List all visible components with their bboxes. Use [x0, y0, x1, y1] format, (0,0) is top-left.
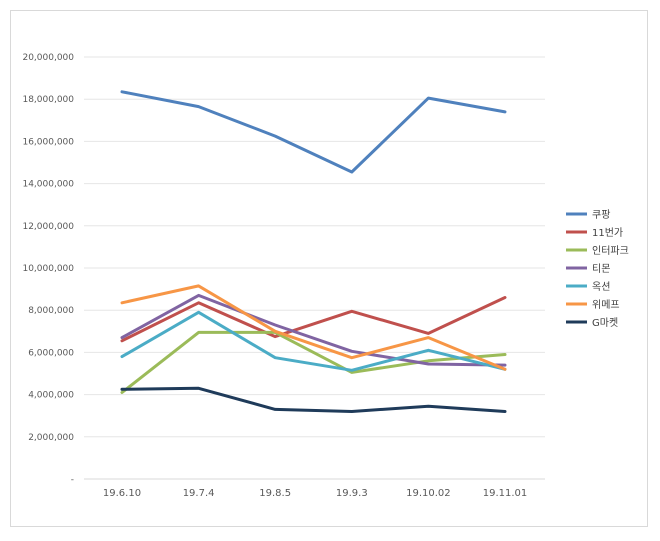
series-lines	[120, 90, 507, 413]
x-tick-label: 19.8.5	[259, 488, 291, 499]
series-line	[120, 293, 507, 367]
y-tick-label: 12,000,000	[22, 222, 74, 232]
legend-label: G마켓	[592, 317, 618, 329]
legend-label: 쿠팡	[592, 209, 610, 221]
y-tick-label: 18,000,000	[22, 95, 74, 105]
y-tick-label: 10,000,000	[22, 264, 74, 274]
x-tick-label: 19.9.3	[336, 488, 368, 499]
x-tick-label: 19.7.4	[183, 488, 215, 499]
series-line	[120, 330, 507, 394]
gridlines	[84, 56, 545, 480]
legend-label: 11번가	[592, 227, 623, 239]
x-tick-label: 19.11.01	[483, 488, 528, 499]
x-tick-label: 19.6.10	[103, 488, 141, 499]
y-tick-label: 16,000,000	[22, 137, 74, 147]
series-line	[120, 90, 507, 174]
y-tick-label: 4,000,000	[28, 391, 74, 401]
y-tick-label: 20,000,000	[22, 53, 74, 63]
x-axis-ticks: 19.6.10 19.7.4 19.8.5 19.9.3 19.10.02 19.11.0…	[103, 488, 527, 499]
legend-label: 위메프	[592, 298, 620, 311]
series-line	[120, 310, 507, 372]
series-line	[120, 284, 507, 371]
y-tick-label: 6,000,000	[28, 348, 74, 358]
x-tick-label: 19.10.02	[406, 488, 451, 499]
y-tick-label: 2,000,000	[28, 433, 74, 443]
y-tick-label: 8,000,000	[28, 306, 74, 316]
legend-label: 티몬	[592, 263, 610, 275]
y-axis-ticks: - 2,000,000 4,000,000 6,000,000 8,000,000 10,…	[22, 53, 74, 485]
y-tick-label: 14,000,000	[22, 180, 74, 190]
series-line	[120, 386, 507, 413]
series-line	[120, 296, 507, 343]
y-tick-label: -	[71, 475, 74, 485]
legend-label: 옥션	[592, 281, 610, 293]
legend-label: 인터파크	[592, 245, 629, 257]
